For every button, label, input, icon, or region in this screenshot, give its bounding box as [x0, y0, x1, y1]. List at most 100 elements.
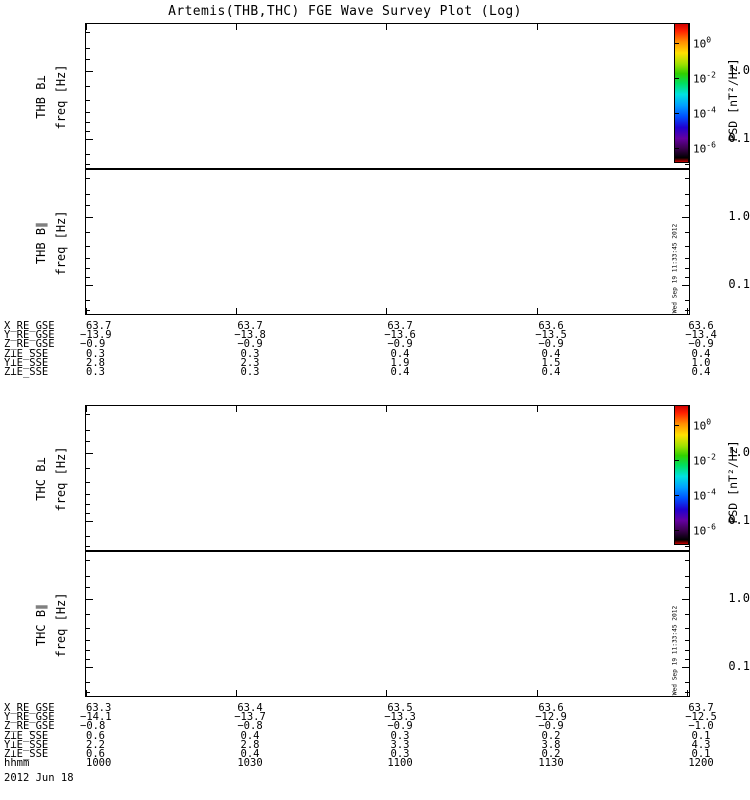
- ytick-label-thc-bperp-2: 0.1: [728, 513, 750, 527]
- colorbar-thc-title: PSD [nT²/Hz]: [726, 440, 740, 524]
- ephemeris-value: 0.2: [541, 747, 561, 760]
- ephemeris-value: 4.3: [691, 738, 711, 751]
- ephemeris-value: 1.9: [390, 356, 410, 369]
- panel-label-thb-bperp: THB B⊥: [34, 75, 48, 119]
- colorbar-thb-label-2: 10-4: [693, 105, 716, 121]
- ephemeris-row: Y⊥E_SSE 2.8 2.3 1.9 1.5 1.0: [4, 356, 748, 369]
- ephemeris-row: Y_RE_GSE −14.1 −13.7 −13.3 −12.9 −12.5: [4, 711, 748, 724]
- ephemeris-value: −0.9: [80, 338, 106, 351]
- ephemeris-value: −13.7: [234, 711, 266, 724]
- ephemeris-row: Y_RE_GSE −13.9 −13.8 −13.6 −13.5 −13.4: [4, 329, 748, 342]
- ytick-label-thb-bperp-2: 0.1: [728, 131, 750, 145]
- ytick-label-thc-bpar-2: 0.1: [728, 659, 750, 673]
- ephemeris-row: Z_RE_GSE −0.8 −0.8 −0.9 −0.9 −1.0: [4, 720, 748, 733]
- xtick-label: 1130: [538, 757, 564, 770]
- xtick-label: 1100: [387, 757, 413, 770]
- ephemeris-row: X_RE_GSE 63.7 63.7 63.7 63.6 63.6: [4, 320, 748, 332]
- ephemeris-row-label: Z_RE_GSE: [4, 720, 55, 733]
- ephemeris-value: −13.6: [384, 329, 416, 342]
- render-timestamp-thb: Wed Sep 19 11:33:45 2012: [671, 223, 679, 314]
- ephemeris-value: 63.6: [538, 320, 564, 332]
- ephemeris-value: 63.7: [237, 320, 263, 332]
- ephemeris-value: 1.0: [691, 356, 711, 369]
- ephemeris-value: 0.1: [691, 729, 711, 742]
- panel-thc-bpar[interactable]: [85, 551, 690, 697]
- panel-thb-bpar[interactable]: [85, 169, 690, 315]
- colorbar-thc-label-3: 10-6: [693, 522, 716, 538]
- ephemeris-value: 63.6: [538, 702, 564, 714]
- ephemeris-row-label: Y⊥E_SSE: [4, 738, 49, 751]
- ephemeris-value: 0.4: [691, 347, 711, 360]
- ephemeris-value: 3.3: [390, 738, 410, 751]
- panel-thb-bperp[interactable]: [85, 23, 690, 169]
- ephemeris-row: Z⊥E_SSE 0.3 0.3 0.4 0.4 0.4: [4, 365, 748, 378]
- ephemeris-row: Z⊥E_SSE 0.6 0.4 0.3 0.2 0.1: [4, 729, 748, 742]
- ytick-label-thb-bpar-2: 0.1: [728, 277, 750, 291]
- ephemeris-value: −13.9: [80, 329, 112, 342]
- xtick-label: 1200: [688, 757, 714, 770]
- panel-thc-bperp[interactable]: [85, 405, 690, 551]
- xaxis-tick-row: hhmm 1000 1030 1100 1130 1200: [4, 757, 748, 770]
- ephemeris-value: 0.3: [240, 347, 260, 360]
- ephemeris-value: −12.9: [535, 711, 567, 724]
- xtick-label: 1030: [237, 757, 263, 770]
- ephemeris-value: 2.8: [240, 738, 260, 751]
- ephemeris-value: −0.9: [387, 338, 413, 351]
- colorbar-thc-label-1: 10-2: [693, 452, 716, 468]
- ephemeris-value: −13.3: [384, 711, 416, 724]
- ephemeris-value: 63.3: [86, 702, 112, 714]
- ephemeris-value: 0.6: [86, 747, 105, 760]
- axis-title-thb-bpar-freq: freq [Hz]: [54, 210, 68, 276]
- colorbar-thb-title: PSD [nT²/Hz]: [726, 58, 740, 142]
- ephemeris-value: 63.7: [86, 320, 112, 332]
- ephemeris-value: 0.1: [691, 747, 711, 760]
- ephemeris-row-label: Z⊥E_SSE: [4, 365, 49, 378]
- ephemeris-value: 0.3: [390, 729, 410, 742]
- ephemeris-value: 2.3: [240, 356, 260, 369]
- render-timestamp-thc: Wed Sep 19 11:33:45 2012: [671, 605, 679, 696]
- ephemeris-value: 3.8: [541, 738, 561, 751]
- ephemeris-row-label: Y⊥E_SSE: [4, 356, 49, 369]
- ephemeris-row-label: Y_RE_GSE: [4, 329, 55, 342]
- ephemeris-value: 63.7: [387, 320, 413, 332]
- ephemeris-value: 0.3: [240, 365, 260, 378]
- ephemeris-value: 63.6: [688, 320, 714, 332]
- ephemeris-row-label: Z⊥E_SSE: [4, 747, 49, 760]
- ephemeris-value: 63.7: [688, 702, 714, 714]
- ephemeris-value: −0.9: [538, 338, 564, 351]
- ephemeris-value: −0.9: [688, 338, 714, 351]
- ephemeris-row: Z⊥E_SSE 0.6 0.4 0.3 0.2 0.1: [4, 747, 748, 760]
- panel-label-thb-bpar: THB B∥: [34, 221, 48, 265]
- ephemeris-row: Z_RE_GSE −0.9 −0.9 −0.9 −0.9 −0.9: [4, 338, 748, 351]
- ephemeris-value: 0.3: [86, 347, 105, 360]
- ephemeris-value: −13.4: [685, 329, 717, 342]
- axis-title-thb-bperp-freq: freq [Hz]: [54, 64, 68, 130]
- ephemeris-value: 0.4: [390, 347, 410, 360]
- colorbar-thc-label-2: 10-4: [693, 487, 716, 503]
- ephemeris-row-label: Y_RE_GSE: [4, 711, 55, 724]
- ephemeris-value: 0.4: [240, 729, 260, 742]
- ephemeris-row: X_RE_GSE 63.3 63.4 63.5 63.6 63.7: [4, 702, 748, 714]
- ephemeris-block-bottom: X_RE_GSE 63.3 63.4 63.5 63.6 63.7 Y_RE_G…: [4, 702, 748, 770]
- colorbar-thb-ticks: [674, 23, 689, 163]
- ephemeris-value: −13.8: [234, 329, 266, 342]
- ytick-label-thb-bperp-1: 1.0: [728, 63, 750, 77]
- ephemeris-value: −0.9: [237, 338, 263, 351]
- axis-title-thc-bpar-freq: freq [Hz]: [54, 592, 68, 658]
- ephemeris-row: Z⊥E_SSE 0.3 0.3 0.4 0.4 0.4: [4, 347, 748, 360]
- panel-label-thc-bpar: THC B∥: [34, 603, 48, 647]
- ephemeris-value: 63.4: [237, 702, 263, 714]
- colorbar-thc[interactable]: [674, 405, 689, 545]
- xaxis-label: hhmm: [4, 757, 30, 770]
- axis-title-thc-bperp-freq: freq [Hz]: [54, 446, 68, 512]
- ephemeris-value: 0.4: [390, 365, 410, 378]
- ephemeris-value: 63.5: [387, 702, 413, 714]
- ephemeris-value: 2.8: [86, 356, 105, 369]
- ephemeris-value: −1.0: [688, 720, 714, 733]
- ephemeris-row-label: X_RE_GSE: [4, 320, 55, 332]
- colorbar-thb[interactable]: [674, 23, 689, 163]
- colorbar-thb-label-1: 10-2: [693, 70, 716, 86]
- ephemeris-value: 0.4: [541, 347, 561, 360]
- ephemeris-value: −0.9: [538, 720, 564, 733]
- ephemeris-value: 0.4: [691, 365, 711, 378]
